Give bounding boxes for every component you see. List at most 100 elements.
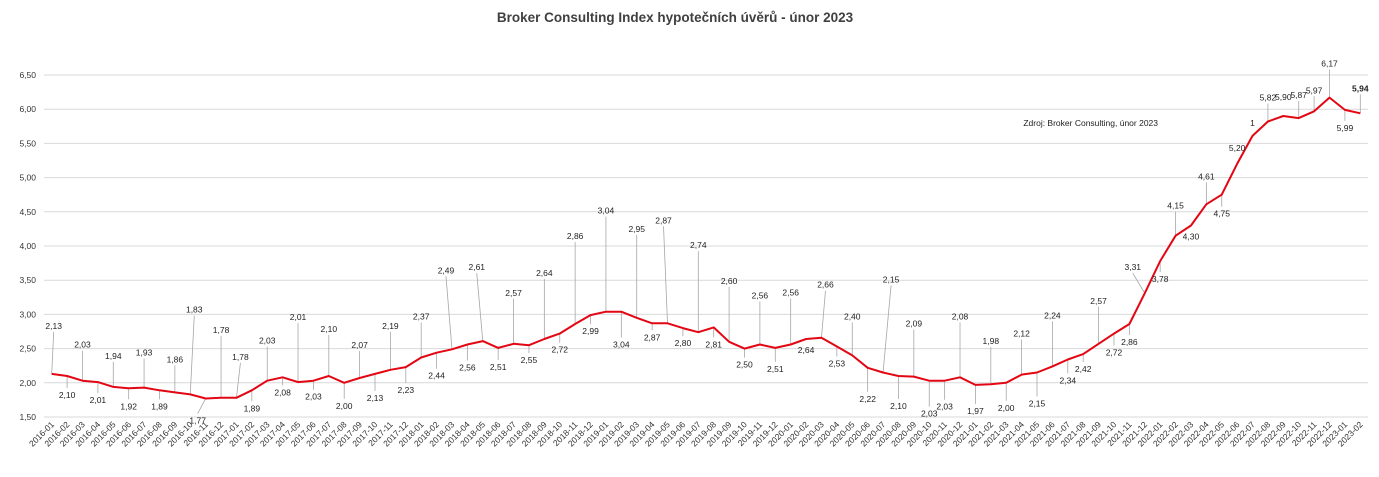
data-label: 2,12 xyxy=(1013,329,1030,339)
y-tick-label: 5,00 xyxy=(19,173,36,183)
data-label: 2,07 xyxy=(351,340,368,350)
data-label: 2,13 xyxy=(367,393,384,403)
data-label: 2,24 xyxy=(1044,310,1061,320)
data-label: 2,49 xyxy=(438,265,455,275)
y-tick-label: 2,00 xyxy=(19,378,36,388)
leader-line xyxy=(476,273,484,342)
data-label: 2,87 xyxy=(655,215,672,225)
data-label: 2,03 xyxy=(74,340,91,350)
data-label: 2,86 xyxy=(1121,337,1138,347)
data-label: 1,86 xyxy=(167,354,184,364)
data-label: 2,37 xyxy=(413,311,430,321)
data-label: 5,82 xyxy=(1260,93,1277,103)
data-label: 2,80 xyxy=(675,338,692,348)
data-label: 2,13 xyxy=(45,321,62,331)
data-label: 2,61 xyxy=(468,262,485,272)
data-label: 1,92 xyxy=(120,401,137,411)
data-label: 3,31 xyxy=(1124,262,1141,272)
y-axis-tick-labels: 1,50 2,00 2,50 3,00 3,50 4,00 4,50 5,00 5,50 6,00… xyxy=(19,70,36,422)
data-label: 3,78 xyxy=(1152,274,1169,284)
y-tick-label: 6,00 xyxy=(19,104,36,114)
data-label: 2,95 xyxy=(628,224,645,234)
data-label: 2,03 xyxy=(921,409,938,419)
data-label: 2,00 xyxy=(336,401,353,411)
data-label: 2,00 xyxy=(998,403,1015,413)
y-tick-label: 3,00 xyxy=(19,309,36,319)
source-note: Zdroj: Broker Consulting, únor 2023 xyxy=(1023,118,1158,128)
data-label: 4,75 xyxy=(1213,209,1230,219)
data-label: 2,51 xyxy=(767,364,784,374)
data-label: 4,30 xyxy=(1183,231,1200,241)
data-label-leader-lines xyxy=(51,69,1361,414)
data-label: 2,57 xyxy=(1090,296,1107,306)
data-label: 2,03 xyxy=(259,336,276,346)
data-label: 2,34 xyxy=(1060,376,1077,386)
leader-line xyxy=(189,315,195,395)
data-label: 1,94 xyxy=(105,351,122,361)
data-label: 2,01 xyxy=(90,395,107,405)
leader-line xyxy=(821,290,826,338)
leader-line xyxy=(197,398,207,414)
data-label: 2,57 xyxy=(505,288,522,298)
data-label: 2,64 xyxy=(798,345,815,355)
data-label: 1 xyxy=(1250,118,1255,128)
data-label: 2,66 xyxy=(817,280,834,290)
data-label: 2,51 xyxy=(490,362,507,372)
y-tick-label: 6,50 xyxy=(19,70,36,80)
data-label: 2,22 xyxy=(859,394,876,404)
data-label: 2,86 xyxy=(567,231,584,241)
data-label: 5,90 xyxy=(1275,92,1292,102)
data-label: 2,23 xyxy=(398,385,415,395)
data-label: 1,98 xyxy=(983,336,1000,346)
y-tick-label: 3,50 xyxy=(19,275,36,285)
data-label: 2,99 xyxy=(582,326,599,336)
data-label: 5,87 xyxy=(1290,90,1307,100)
data-label: 2,03 xyxy=(936,402,953,412)
y-tick-label: 4,00 xyxy=(19,241,36,251)
leader-line xyxy=(445,276,453,350)
data-label: 2,56 xyxy=(782,287,799,297)
leader-line xyxy=(663,226,668,324)
data-label: 1,83 xyxy=(186,304,203,314)
leader-line xyxy=(236,362,241,398)
data-label: 2,55 xyxy=(521,355,538,365)
y-tick-label: 2,50 xyxy=(19,344,36,354)
data-label: 5,94 xyxy=(1352,83,1369,93)
data-label: 1,89 xyxy=(151,401,168,411)
data-label: 2,60 xyxy=(721,276,738,286)
leader-line xyxy=(1132,272,1146,294)
data-label: 2,56 xyxy=(752,290,769,300)
data-label: 1,77 xyxy=(189,416,206,426)
leader-line xyxy=(51,331,55,374)
data-label: 1,78 xyxy=(232,352,249,362)
data-labels: 2,13 2,10 2,03 2,01 1,94 1,92 1,93 1,89 1,86 1,83… xyxy=(45,59,1368,426)
chart-title: Broker Consulting Index hypotečních úvěr… xyxy=(497,10,854,25)
data-label: 2,15 xyxy=(1029,399,1046,409)
data-label: 2,44 xyxy=(428,371,445,381)
data-label: 3,04 xyxy=(613,340,630,350)
data-label: 1,78 xyxy=(213,325,230,335)
y-tick-label: 5,50 xyxy=(19,138,36,148)
data-label: 2,42 xyxy=(1075,364,1092,374)
series-line xyxy=(51,96,1361,400)
data-label: 2,08 xyxy=(952,311,969,321)
data-label: 1,97 xyxy=(967,406,984,416)
y-tick-label: 4,50 xyxy=(19,207,36,217)
data-label: 4,61 xyxy=(1198,171,1215,181)
data-label: 5,99 xyxy=(1337,123,1354,133)
data-label: 5,97 xyxy=(1306,85,1323,95)
data-label: 2,87 xyxy=(644,332,661,342)
data-label: 5,20 xyxy=(1229,143,1246,153)
data-label: 6,17 xyxy=(1321,59,1338,69)
data-label: 4,15 xyxy=(1167,201,1184,211)
data-label: 2,10 xyxy=(321,324,338,334)
data-label: 2,56 xyxy=(459,362,476,372)
data-label: 2,01 xyxy=(290,312,307,322)
data-label: 2,74 xyxy=(690,240,707,250)
data-label: 2,72 xyxy=(551,345,568,355)
data-label: 2,08 xyxy=(274,387,291,397)
leader-line xyxy=(882,285,892,373)
x-axis-tick-labels: 2016-012016-022016-032016-042016-052016-… xyxy=(27,419,1365,448)
data-label: 3,04 xyxy=(598,206,615,216)
